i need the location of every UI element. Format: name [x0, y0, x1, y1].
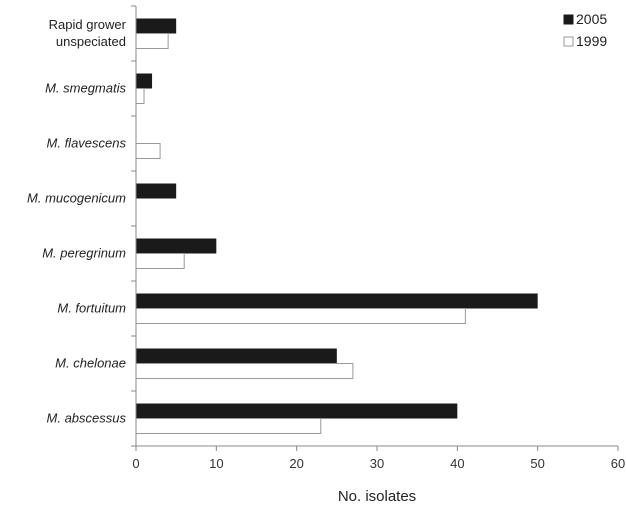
category-labels-group: Rapid grower unspeciated M. smegmatis M. fl…: [27, 5, 136, 447]
bar-2005-3: [136, 183, 177, 199]
bar-1999-7: [135, 418, 322, 434]
category-label-2: M. flavescens: [47, 136, 127, 151]
x-ticks-group: 0 10 20 30 40 50 60: [132, 446, 625, 471]
bar-1999-1: [135, 88, 145, 104]
legend-swatch-2005: [563, 14, 574, 25]
bar-1999-6: [135, 363, 354, 379]
bar-2005-0: [136, 18, 177, 34]
x-tick-label-1: 10: [209, 456, 223, 471]
category-label-0-line-0: Rapid grower: [49, 17, 127, 32]
category-label-5: M. fortuitum: [57, 301, 126, 316]
x-tick-label-4: 40: [450, 456, 464, 471]
bar-2005-4: [136, 238, 217, 254]
category-label-4: M. peregrinum: [42, 246, 126, 261]
category-label-0-line-1: unspeciated: [56, 34, 126, 49]
bar-1999-2: [135, 143, 161, 159]
legend-swatch-1999: [563, 36, 574, 47]
legend-label-2005: 2005: [576, 11, 607, 27]
category-label-6: M. chelonae: [55, 356, 126, 371]
legend: 2005 1999: [563, 11, 607, 49]
bars-group: [135, 18, 538, 434]
x-tick-label-6: 60: [611, 456, 625, 471]
bar-1999-4: [135, 253, 185, 269]
bar-1999-0: [135, 33, 169, 49]
x-tick-label-2: 20: [289, 456, 303, 471]
x-tick-label-0: 0: [132, 456, 139, 471]
x-axis-title: No. isolates: [338, 488, 416, 505]
x-tick-label-3: 30: [370, 456, 384, 471]
x-tick-label-5: 50: [530, 456, 544, 471]
bar-2005-1: [136, 73, 153, 89]
category-label-1: M. smegmatis: [45, 81, 126, 96]
legend-label-1999: 1999: [576, 33, 607, 49]
bar-2005-5: [136, 293, 538, 309]
bar-1999-5: [135, 308, 466, 324]
category-label-3: M. mucogenicum: [27, 191, 126, 206]
bar-2005-7: [136, 403, 458, 419]
bar-2005-6: [136, 348, 337, 364]
category-label-7: M. abscessus: [47, 411, 127, 426]
